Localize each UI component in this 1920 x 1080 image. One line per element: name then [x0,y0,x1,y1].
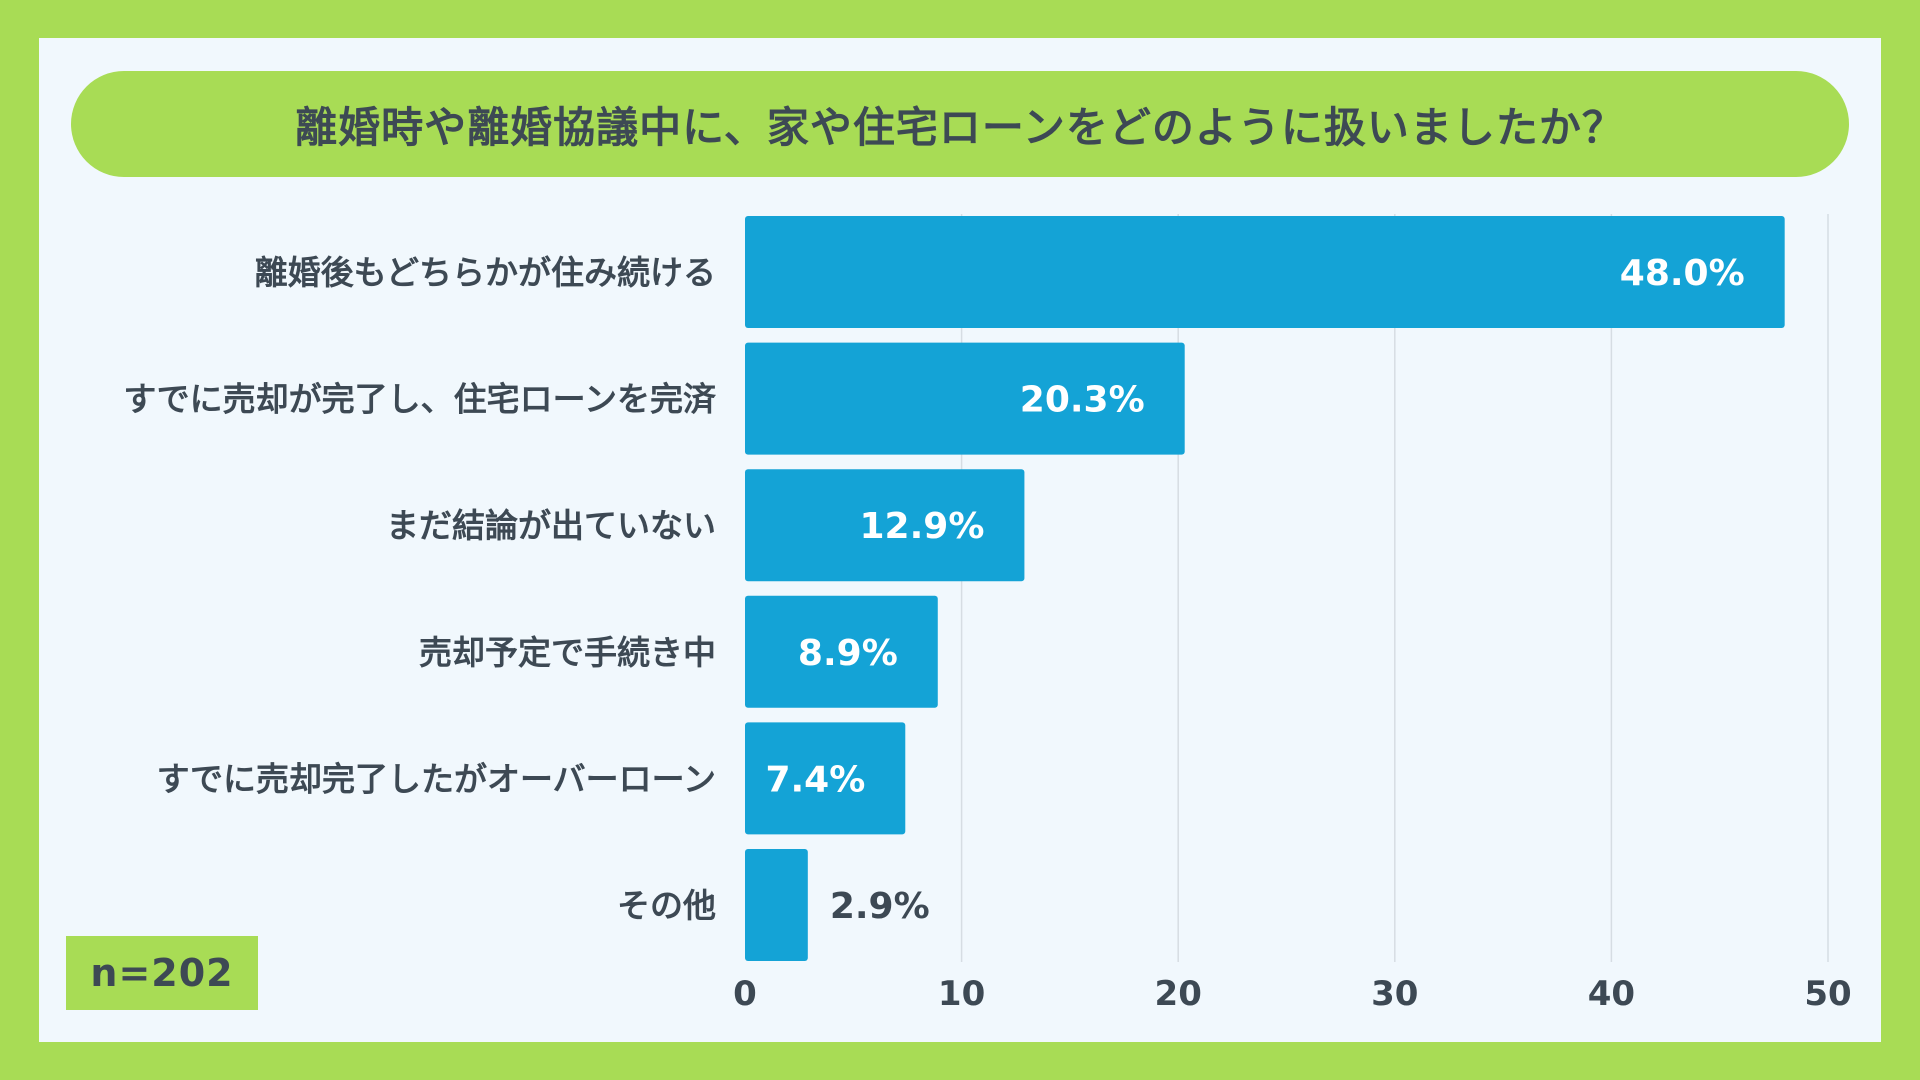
category-label: すでに売却完了したがオーバーローン [157,759,716,798]
x-axis-ticks: 0 10 20 30 40 50 [733,974,1852,1014]
sample-size-label: n=202 [90,951,234,995]
bars [745,216,1785,961]
x-tick-label: 0 [733,974,757,1014]
chart-title: 離婚時や離婚協議中に、家や住宅ローンをどのように扱いましたか？ [295,102,1625,152]
category-label: 離婚後もどちらかが住み続ける [255,253,716,292]
category-labels: 離婚後もどちらかが住み続けるすでに売却が完了し、住宅ローンを完済まだ結論が出てい… [123,253,717,925]
value-label: 20.3% [1020,380,1145,421]
x-tick-label: 30 [1371,974,1418,1014]
bar [745,849,808,961]
value-labels: 48.0% 20.3% 12.9% 8.9% 7.4% 2.9% [765,253,1744,927]
x-tick-label: 20 [1155,974,1202,1014]
value-label: 48.0% [1620,253,1745,294]
bar [745,722,906,835]
gridlines [960,214,1829,962]
bar [745,595,938,708]
bar [745,469,1025,582]
value-label: 2.9% [830,886,930,927]
sample-size-badge: n=202 [66,936,258,1010]
bar [745,342,1185,455]
title-banner: 離婚時や離婚協議中に、家や住宅ローンをどのように扱いましたか？ [71,71,1849,177]
bar [745,216,1785,328]
value-label: 8.9% [798,633,898,674]
x-tick-label: 10 [938,974,985,1014]
category-label: すでに売却が完了し、住宅ローンを完済 [123,380,717,419]
x-tick-label: 40 [1588,974,1635,1014]
category-label: 売却予定で手続き中 [419,633,716,672]
x-tick-label: 50 [1804,974,1851,1014]
category-label: その他 [617,886,716,925]
category-label: まだ結論が出ていない [386,506,716,545]
value-label: 12.9% [860,506,985,547]
value-label: 7.4% [765,759,865,800]
